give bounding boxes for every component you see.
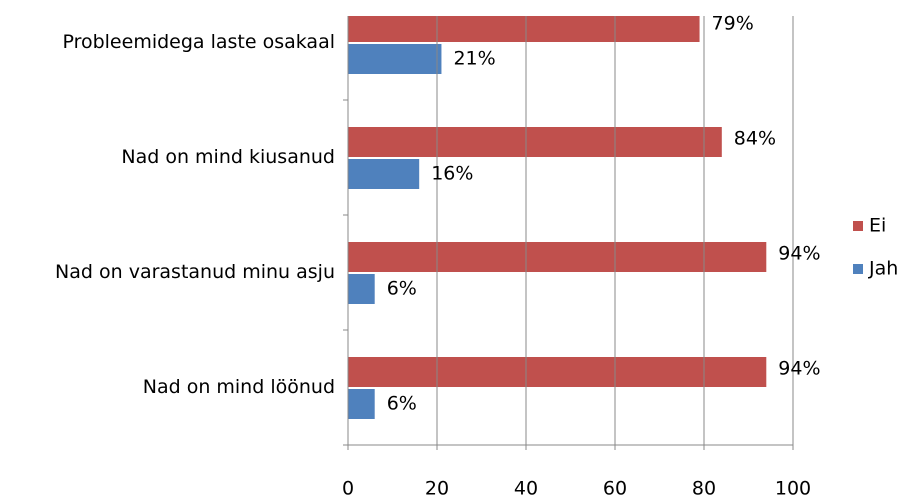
bar	[348, 274, 375, 304]
y-tick-label: Probleemidega laste osakaal	[62, 31, 335, 53]
value-label: 94%	[778, 358, 820, 380]
bar	[348, 44, 442, 74]
legend-swatch	[853, 264, 863, 274]
x-tick-label: 20	[425, 478, 449, 500]
value-label: 79%	[712, 13, 754, 35]
x-tick-label: 80	[692, 478, 716, 500]
value-label: 6%	[387, 393, 417, 415]
value-label: 16%	[431, 163, 473, 185]
plot-area	[348, 16, 767, 419]
legend-swatch	[853, 221, 863, 231]
y-tick-label: Nad on varastanud minu asju	[55, 261, 335, 283]
x-tick-label: 40	[514, 478, 538, 500]
x-tick-label: 100	[775, 478, 811, 500]
y-tick-label: Nad on mind löönud	[143, 376, 335, 398]
bar	[348, 159, 420, 189]
bar	[348, 242, 767, 272]
legend-label: Ei	[869, 215, 886, 237]
value-label: 21%	[453, 48, 495, 70]
value-label: 6%	[387, 278, 417, 300]
x-tick-label: 60	[603, 478, 627, 500]
bar	[348, 389, 375, 419]
bar	[348, 16, 700, 42]
bar	[348, 357, 767, 387]
x-tick-label: 0	[342, 478, 354, 500]
value-label: 84%	[734, 128, 776, 150]
y-tick-label: Nad on mind kiusanud	[121, 146, 335, 168]
bar	[348, 127, 722, 157]
value-label: 94%	[778, 243, 820, 265]
legend-label: Jah	[868, 258, 898, 280]
